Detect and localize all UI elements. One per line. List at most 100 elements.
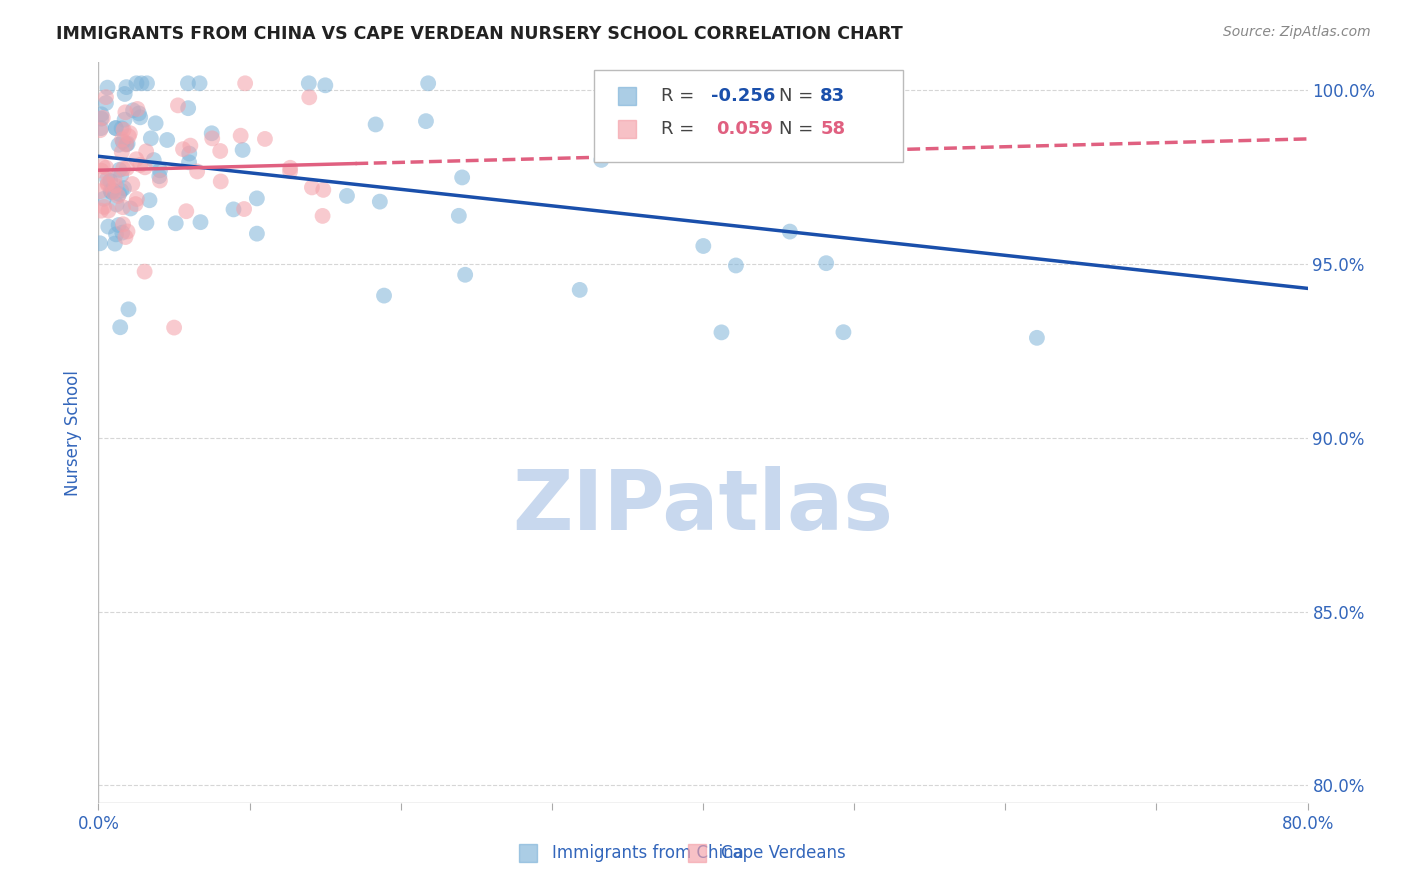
- Point: [314, 78, 336, 93]
- Point: [114, 87, 136, 101]
- Point: [312, 183, 335, 197]
- Point: [108, 186, 131, 201]
- Text: 83: 83: [820, 87, 845, 104]
- Text: 58: 58: [820, 120, 845, 138]
- Point: [278, 161, 301, 175]
- Point: [174, 204, 197, 219]
- Point: [122, 103, 145, 118]
- Point: [134, 161, 156, 175]
- Point: [115, 80, 138, 95]
- Point: [179, 146, 201, 161]
- Point: [97, 203, 120, 218]
- Point: [97, 178, 120, 192]
- Point: [110, 184, 132, 198]
- Point: [107, 137, 129, 152]
- Point: [118, 129, 141, 144]
- Point: [107, 189, 129, 203]
- Point: [568, 283, 591, 297]
- Point: [101, 183, 124, 197]
- Point: [89, 184, 111, 198]
- Point: [90, 112, 112, 126]
- Point: [104, 178, 127, 193]
- Point: [186, 164, 208, 178]
- Text: ZIPatlas: ZIPatlas: [513, 467, 893, 547]
- Point: [103, 171, 125, 186]
- Point: [149, 163, 172, 178]
- Point: [115, 161, 138, 175]
- Point: [96, 80, 118, 95]
- Point: [91, 159, 114, 173]
- Point: [111, 121, 134, 136]
- Point: [90, 163, 112, 178]
- Point: [110, 320, 132, 334]
- Point: [110, 169, 132, 183]
- Point: [100, 185, 122, 199]
- Point: [253, 132, 276, 146]
- Point: [447, 209, 470, 223]
- Text: 0.059: 0.059: [716, 120, 773, 138]
- Point: [117, 224, 139, 238]
- Point: [129, 158, 152, 172]
- Point: [97, 219, 120, 234]
- Text: R =: R =: [661, 87, 700, 104]
- Point: [177, 101, 200, 115]
- Point: [139, 131, 162, 145]
- Point: [98, 174, 121, 188]
- Point: [100, 184, 122, 198]
- Point: [91, 111, 114, 125]
- Y-axis label: Nursery School: Nursery School: [65, 369, 83, 496]
- Point: [373, 288, 395, 302]
- Point: [118, 126, 141, 140]
- Text: IMMIGRANTS FROM CHINA VS CAPE VERDEAN NURSERY SCHOOL CORRELATION CHART: IMMIGRANTS FROM CHINA VS CAPE VERDEAN NU…: [56, 25, 903, 43]
- Point: [117, 302, 139, 317]
- Point: [111, 135, 134, 149]
- Point: [177, 76, 200, 90]
- Point: [179, 138, 201, 153]
- Text: N =: N =: [779, 120, 820, 138]
- Point: [94, 90, 117, 104]
- Point: [96, 172, 118, 186]
- Point: [832, 325, 855, 339]
- Point: [149, 173, 172, 187]
- Point: [125, 76, 148, 90]
- Point: [692, 239, 714, 253]
- Point: [114, 105, 136, 120]
- Point: [107, 218, 129, 232]
- Point: [112, 161, 135, 176]
- Point: [105, 227, 128, 242]
- Point: [127, 102, 149, 116]
- Point: [177, 155, 200, 169]
- Point: [779, 225, 801, 239]
- Text: -0.256: -0.256: [711, 87, 776, 104]
- Text: R =: R =: [661, 120, 700, 138]
- Point: [145, 116, 167, 130]
- Point: [172, 142, 194, 156]
- Point: [278, 164, 301, 178]
- Point: [246, 191, 269, 205]
- Point: [201, 126, 224, 140]
- Point: [108, 162, 131, 177]
- Point: [90, 121, 112, 136]
- Point: [167, 98, 190, 112]
- Point: [815, 256, 838, 270]
- Point: [93, 192, 115, 206]
- Text: N =: N =: [779, 87, 820, 104]
- Point: [111, 132, 134, 146]
- Point: [368, 194, 391, 209]
- Point: [232, 143, 254, 157]
- Point: [135, 216, 157, 230]
- Text: Source: ZipAtlas.com: Source: ZipAtlas.com: [1223, 25, 1371, 39]
- Point: [104, 236, 127, 251]
- Point: [451, 170, 474, 185]
- Point: [454, 268, 477, 282]
- Text: Cape Verdeans: Cape Verdeans: [721, 844, 846, 863]
- Point: [142, 153, 165, 167]
- Point: [165, 216, 187, 230]
- Point: [298, 90, 321, 104]
- Point: [311, 209, 333, 223]
- Point: [233, 76, 256, 90]
- Point: [128, 106, 150, 120]
- Point: [724, 259, 747, 273]
- Point: [94, 95, 117, 110]
- Point: [112, 122, 135, 136]
